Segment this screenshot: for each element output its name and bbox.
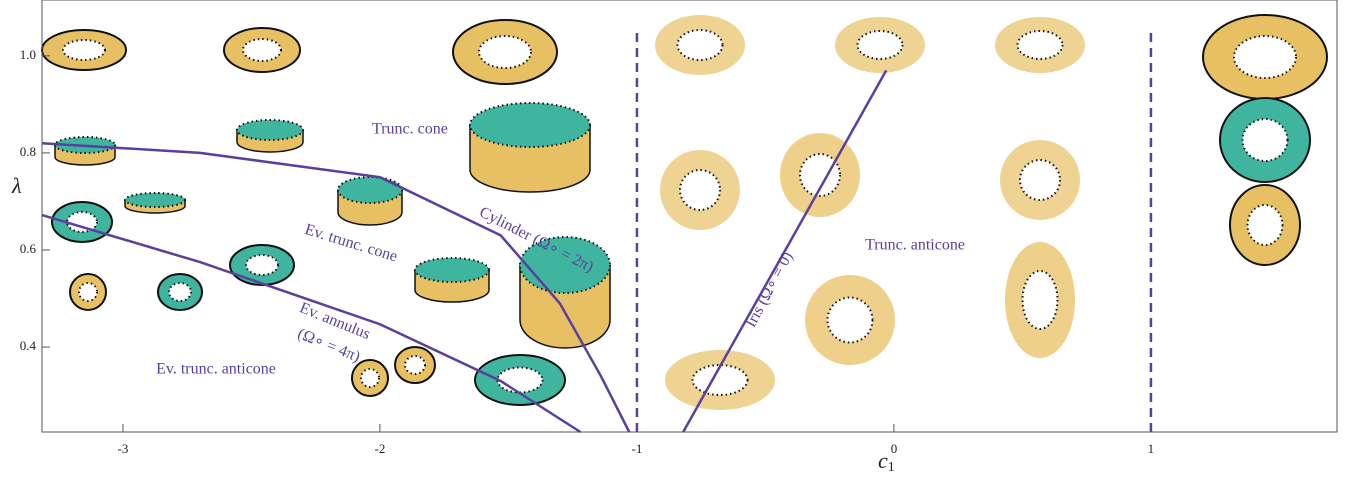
- ring-hole: [678, 30, 723, 60]
- x-tick-label: -2: [375, 441, 386, 456]
- ring-hole: [79, 283, 97, 301]
- ring-hole: [1023, 271, 1058, 329]
- ring-hole: [1020, 160, 1060, 200]
- band-top: [415, 258, 489, 282]
- ring-hole: [169, 283, 191, 301]
- ring-hole: [498, 368, 543, 393]
- ring-hole: [1234, 36, 1296, 78]
- region-label: Trunc. cone: [372, 121, 448, 138]
- ring-hole: [63, 40, 105, 60]
- ring-hole: [1243, 119, 1288, 161]
- ring-hole: [858, 31, 903, 59]
- ring-hole: [243, 39, 281, 61]
- y-tick-label: 0.8: [20, 144, 36, 159]
- x-tick-label: -3: [118, 441, 129, 456]
- curve-label: Iris (Ω∘ = 0): [742, 249, 796, 330]
- ring-hole: [361, 369, 379, 387]
- ring-hole: [405, 356, 425, 374]
- x-tick-label: 0: [891, 441, 898, 456]
- y-tick-label: 0.4: [20, 338, 37, 353]
- band-top: [125, 193, 185, 207]
- ring-hole: [479, 36, 531, 68]
- ring-hole: [693, 365, 748, 395]
- x-label-main: c: [878, 448, 888, 473]
- y-tick-label: 1.0: [20, 47, 36, 62]
- x-tick-label: 1: [1148, 441, 1155, 456]
- x-tick-label: -1: [632, 441, 643, 456]
- band-top: [470, 103, 590, 147]
- y-tick-label: 0.6: [20, 241, 37, 256]
- ring-hole: [1018, 31, 1063, 59]
- x-label-sub: 1: [888, 460, 895, 475]
- chart: -3-2-1010.40.60.81.0 Trunc. cone Cylinde…: [0, 0, 1350, 478]
- y-axis-label: λ: [11, 173, 22, 198]
- region-label: Ev. trunc. anticone: [156, 361, 276, 378]
- region-label: Trunc. anticone: [865, 237, 965, 254]
- ring-hole: [680, 170, 720, 210]
- region-label: Ev. trunc. cone: [303, 221, 400, 265]
- illustrations: [42, 15, 1327, 410]
- band-top: [237, 120, 303, 140]
- ring-hole: [1248, 205, 1283, 245]
- ring-hole: [246, 255, 278, 275]
- page: {"chart_data": {"type": "line", "x_label…: [0, 0, 1350, 478]
- band-top: [338, 177, 402, 203]
- ring-hole: [828, 298, 873, 343]
